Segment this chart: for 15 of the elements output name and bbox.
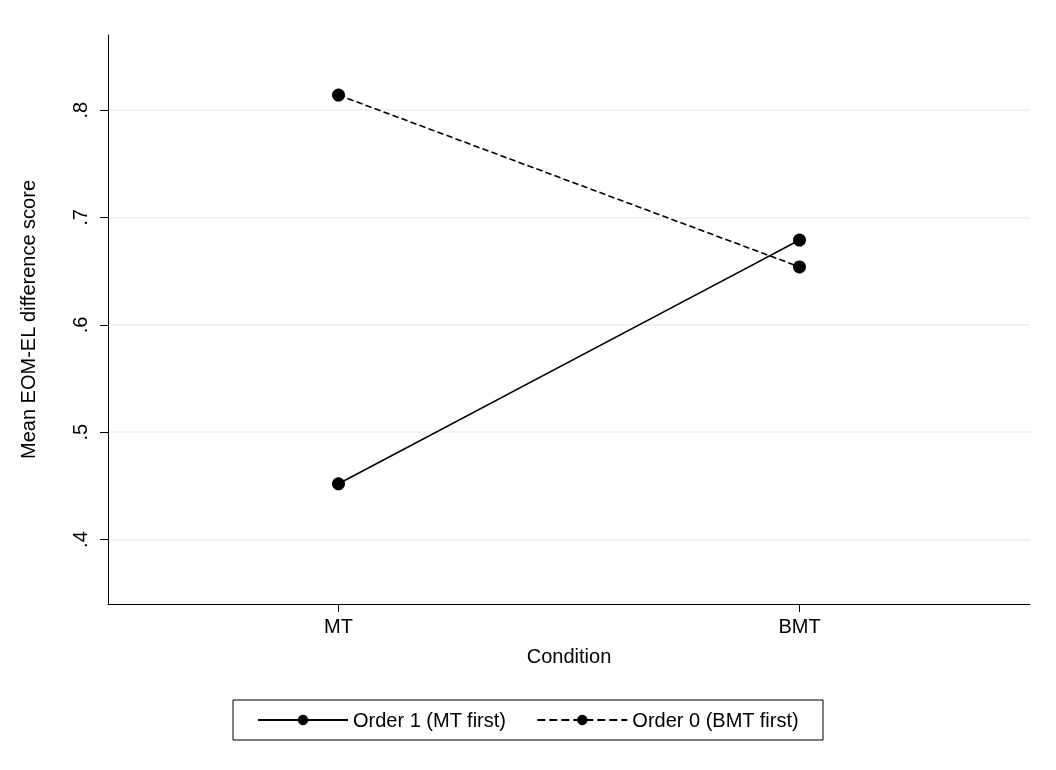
- y-tick-label: .5: [69, 423, 91, 441]
- x-tick-label: MT: [324, 615, 353, 637]
- y-tick-label: .6: [69, 316, 91, 334]
- point: [332, 88, 345, 102]
- legend-label: Order 1 (MT first): [353, 709, 506, 731]
- y-tick-label: .7: [69, 209, 91, 226]
- legend-label: Order 0 (BMT first): [632, 709, 799, 731]
- point: [332, 477, 345, 491]
- y-tick-label: .4: [69, 531, 91, 548]
- point: [793, 260, 806, 274]
- x-axis-title: Condition: [526, 645, 612, 667]
- point: [793, 233, 806, 247]
- x-tick-label: BMT: [778, 615, 821, 637]
- y-tick-label: .8: [69, 101, 91, 119]
- y-axis-title: Mean EOM-EL difference score: [17, 179, 39, 460]
